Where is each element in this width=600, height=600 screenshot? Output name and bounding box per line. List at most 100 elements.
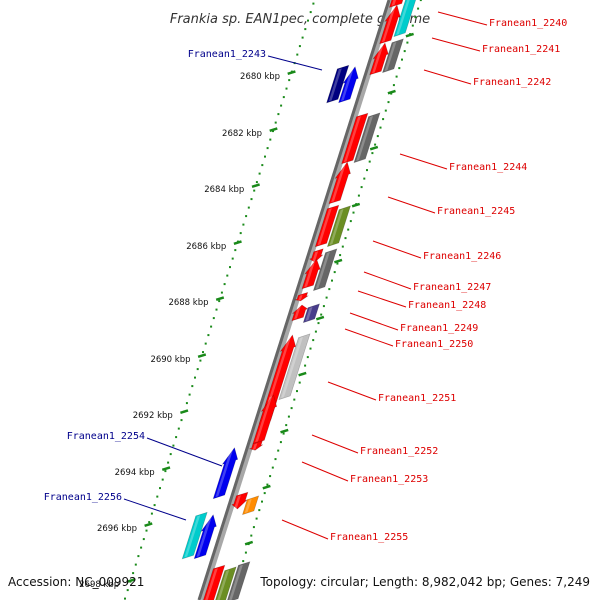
gene-label-leader [372,240,422,259]
gene-label-leader [437,11,488,26]
accession-text: Accession: NC_009921 [8,575,144,589]
gene-label-leader [387,196,436,214]
track-dot [250,534,253,537]
track-dot [414,16,417,19]
feature-bottom-olive [215,566,237,600]
feature-franean1-2254 [212,447,239,500]
feature-franean1-2252 [252,394,278,445]
track-dot [140,546,143,549]
feature-franean1-2253-shine [252,443,258,451]
feature-franean1-2247-a-shine [312,251,319,263]
gene-label-franean1-2241: Franean1_2241 [482,44,560,55]
feature-franean1-2256-a [181,511,208,560]
feature-franean1-2240 [388,0,404,8]
feature-bottom-red-shine [205,568,218,600]
feature-franean1-2255 [242,495,260,516]
track-dot [384,109,387,112]
track-dot [185,402,188,405]
track-dot [368,160,371,163]
feature-franean1-2254-shine [215,449,234,497]
track-dot [145,529,148,532]
gene-label-leader [423,69,472,85]
track-dot [307,19,309,22]
track-dot [333,271,336,274]
track-dot [244,551,247,554]
track-dot [164,470,167,473]
track-dot [411,24,414,27]
feature-franean1-2240-shine [391,0,397,6]
track-dot [417,7,420,10]
kbp-tick-label: 2684 kbp [204,185,244,195]
feature-franean1-2255-a [231,491,249,510]
track-dot [382,118,385,121]
feature-franean1-2250 [258,334,297,425]
feature-franean1-2244-a [341,112,369,165]
track-dot [277,113,280,116]
feature-franean1-2246-shine [329,209,344,245]
track-dot [255,181,258,184]
track-dot [204,342,207,345]
gene-label-leader [349,312,399,331]
track-dot [374,143,377,146]
track-dot [274,458,277,461]
track-dot [269,138,272,141]
track-dot [255,517,258,520]
feature-franean1-2242-shine [384,42,397,71]
track-dot [132,572,135,575]
track-dot [309,347,312,350]
feature-franean1-2241-shine [396,0,410,35]
gene-label-franean1-2243: Franean1_2243 [188,49,266,60]
feature-franean1-2249 [302,303,320,324]
backbone-line [197,0,391,600]
kbp-tick-mark-inner [387,89,396,95]
track-dot [239,232,242,235]
track-dot [202,351,204,354]
track-dot [253,189,256,192]
track-dot [180,419,183,422]
feature-franean1-2247-shine [315,252,330,289]
track-dot [357,194,360,197]
track-dot [220,291,223,294]
feature-franean1-2243-a [326,64,350,104]
kbp-tick-label: 2688 kbp [168,298,208,308]
feature-franean1-2245-shine [331,163,346,203]
feature-franean1-2246 [326,205,351,248]
gene-label-franean1-2253: Franean1_2253 [350,474,428,485]
feature-franean1-2251-shine [281,337,303,398]
kbp-tick-mark [269,127,278,132]
track-dot [403,50,406,53]
track-dot [339,254,342,257]
track-dot [229,266,231,269]
track-dot [261,164,264,167]
track-dot [282,432,285,435]
track-dot [317,322,320,325]
gene-label-franean1-2254: Franean1_2254 [67,431,145,442]
track-dot [363,177,366,180]
track-dot [231,257,234,260]
track-dot [360,186,363,189]
feature-franean1-2256 [193,514,217,560]
track-dot [142,538,145,541]
kbp-tick-mark-inner [315,315,325,321]
track-dot [366,169,368,172]
track-dot [159,487,161,490]
track-dot [293,398,296,401]
feature-franean1-2241 [393,0,417,38]
feature-franean1-2255-shine [244,499,252,513]
feature-franean1-2246-a-shine [317,208,332,246]
gene-label-leader [311,434,359,454]
track-dot [390,92,393,95]
track-dot [188,393,191,396]
track-dot [263,492,266,495]
feature-franean1-2256-a-shine [184,515,201,558]
feature-franean1-2243 [338,66,359,104]
track-dot [258,509,261,512]
gene-label-franean1-2255: Franean1_2255 [330,532,408,543]
track-dot [398,67,401,70]
gene-label-leader [363,271,412,290]
gene-label-franean1-2245: Franean1_2245 [437,206,515,217]
kbp-tick-mark-inner [280,428,289,434]
track-dot [266,147,269,150]
track-dot [296,53,299,56]
